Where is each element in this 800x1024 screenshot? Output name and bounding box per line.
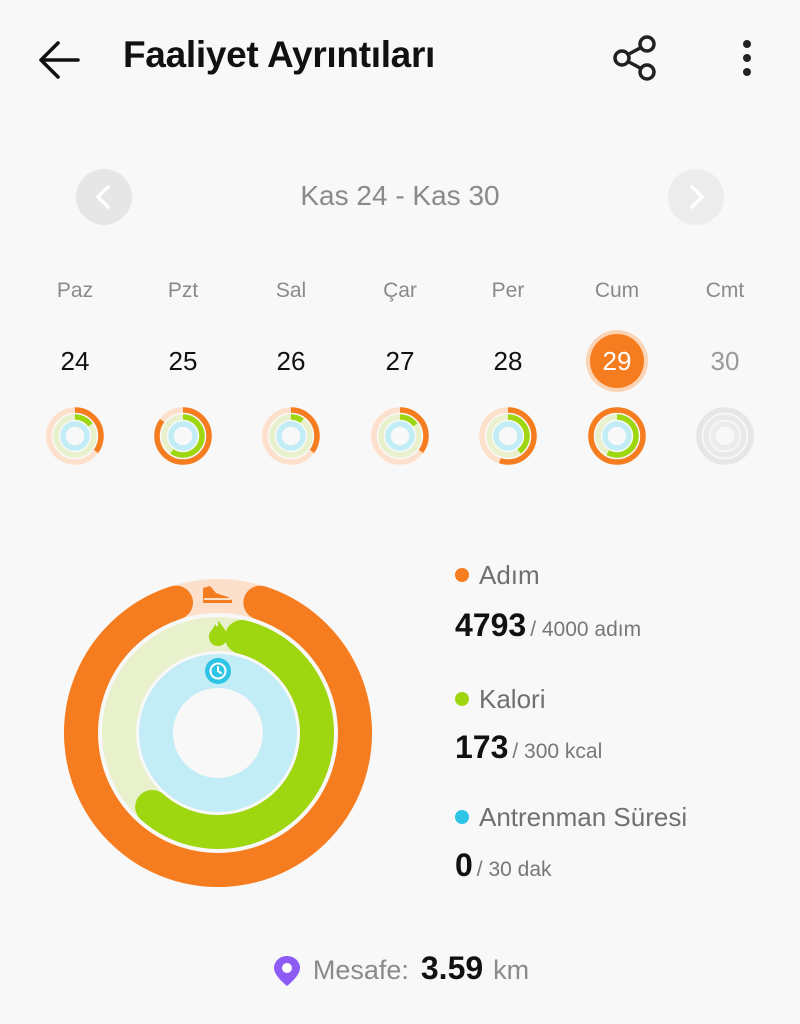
day-activity-ring [371, 407, 429, 465]
day-name: Çar [383, 279, 417, 302]
calories-count: 173 [455, 729, 509, 765]
day-steps-progress [479, 407, 537, 465]
day-column[interactable]: Paz 24 [25, 276, 125, 466]
day-steps-track [696, 407, 754, 465]
day-column[interactable]: Per 28 [458, 276, 558, 466]
day-calories-progress [378, 414, 422, 458]
steps-goal: / 4000 adım [530, 618, 642, 641]
training-label: Antrenman Süresi [455, 802, 687, 833]
calories-dot [455, 692, 469, 707]
back-button[interactable] [30, 32, 90, 88]
steps-count: 4793 [455, 607, 527, 643]
training-count: 0 [455, 847, 473, 883]
day-training-track [385, 421, 415, 451]
day-column[interactable]: Cum 29 [567, 276, 667, 466]
activity-rings [64, 579, 372, 888]
calories-goal: / 300 kcal [512, 740, 603, 763]
day-training-track [602, 421, 632, 451]
day-name: Pzt [167, 279, 199, 302]
training-goal: / 30 dak [476, 858, 552, 881]
more-vertical-icon [743, 40, 751, 76]
training-label-text: Antrenman Süresi [479, 802, 688, 832]
day-activity-ring [479, 407, 537, 465]
chevron-right-icon [690, 185, 704, 209]
day-training-track [168, 421, 198, 451]
day-calories-progress [53, 414, 97, 458]
next-week-button[interactable] [668, 169, 724, 225]
shoe-icon [203, 586, 233, 603]
distance-unit: km [493, 955, 530, 985]
day-training-track [493, 421, 523, 451]
previous-week-button[interactable] [76, 169, 132, 225]
day-calories-progress [595, 414, 639, 458]
day-calories-progress [486, 414, 530, 458]
steps-label: Adım [455, 560, 540, 591]
steps-ring-progress [64, 579, 372, 888]
day-name: Cum [594, 279, 640, 302]
day-calories-progress [161, 414, 205, 458]
more-options-button[interactable] [730, 32, 764, 88]
day-calories-track [703, 414, 747, 458]
page-title: Faaliyet Ayrıntıları [123, 34, 436, 75]
day-name: Per [491, 279, 525, 302]
steps-value: 4793/ 4000 adım [455, 607, 641, 644]
share-button[interactable] [606, 30, 662, 86]
day-date[interactable]: 26 [276, 346, 306, 376]
day-date[interactable]: 28 [493, 346, 523, 376]
day-activity-ring [696, 407, 754, 465]
flame-icon [208, 620, 228, 646]
day-activity-ring [154, 407, 212, 465]
day-date[interactable]: 25 [168, 346, 198, 376]
week-range-label: Kas 24 - Kas 30 [300, 180, 500, 211]
day-name: Cmt [705, 279, 745, 302]
steps-dot [455, 568, 469, 583]
day-steps-progress [154, 407, 212, 465]
distance-row: Mesafe: 3.59 km [0, 950, 800, 992]
share-icon [613, 35, 656, 81]
day-column[interactable]: Çar 27 [350, 276, 450, 466]
clock-icon [205, 658, 231, 684]
training-ring-track [139, 654, 297, 812]
calories-value: 173/ 300 kcal [455, 729, 602, 766]
day-name: Sal [275, 279, 307, 302]
day-date[interactable]: 27 [385, 346, 415, 376]
day-column[interactable]: Cmt 30 [675, 276, 775, 466]
day-training-track [276, 421, 306, 451]
arrow-left-icon [39, 41, 80, 79]
day-date-selected[interactable]: 29 [590, 334, 644, 388]
day-name: Paz [56, 279, 94, 302]
day-training-track [60, 421, 90, 451]
day-steps-progress [46, 407, 104, 465]
calories-ring-progress [102, 617, 334, 849]
calories-label: Kalori [455, 684, 545, 715]
steps-label-text: Adım [479, 560, 540, 590]
day-column[interactable]: Pzt 25 [133, 276, 233, 466]
day-activity-ring [588, 407, 646, 465]
day-training-track [710, 421, 740, 451]
distance-value: 3.59 [420, 950, 484, 986]
day-activity-ring [46, 407, 104, 465]
day-steps-progress [588, 407, 646, 465]
day-date[interactable]: 30 [710, 346, 740, 376]
distance-label: Mesafe: [312, 955, 409, 985]
training-value: 0/ 30 dak [455, 847, 552, 884]
day-column[interactable]: Sal 26 [241, 276, 341, 466]
day-activity-ring [262, 407, 320, 465]
day-calories-progress [269, 414, 313, 458]
day-date[interactable]: 24 [60, 346, 90, 376]
training-dot [455, 810, 469, 825]
day-steps-progress [262, 407, 320, 465]
location-pin-icon [273, 955, 300, 986]
chevron-left-icon [96, 185, 110, 209]
calories-label-text: Kalori [479, 684, 546, 714]
day-steps-progress [371, 407, 429, 465]
